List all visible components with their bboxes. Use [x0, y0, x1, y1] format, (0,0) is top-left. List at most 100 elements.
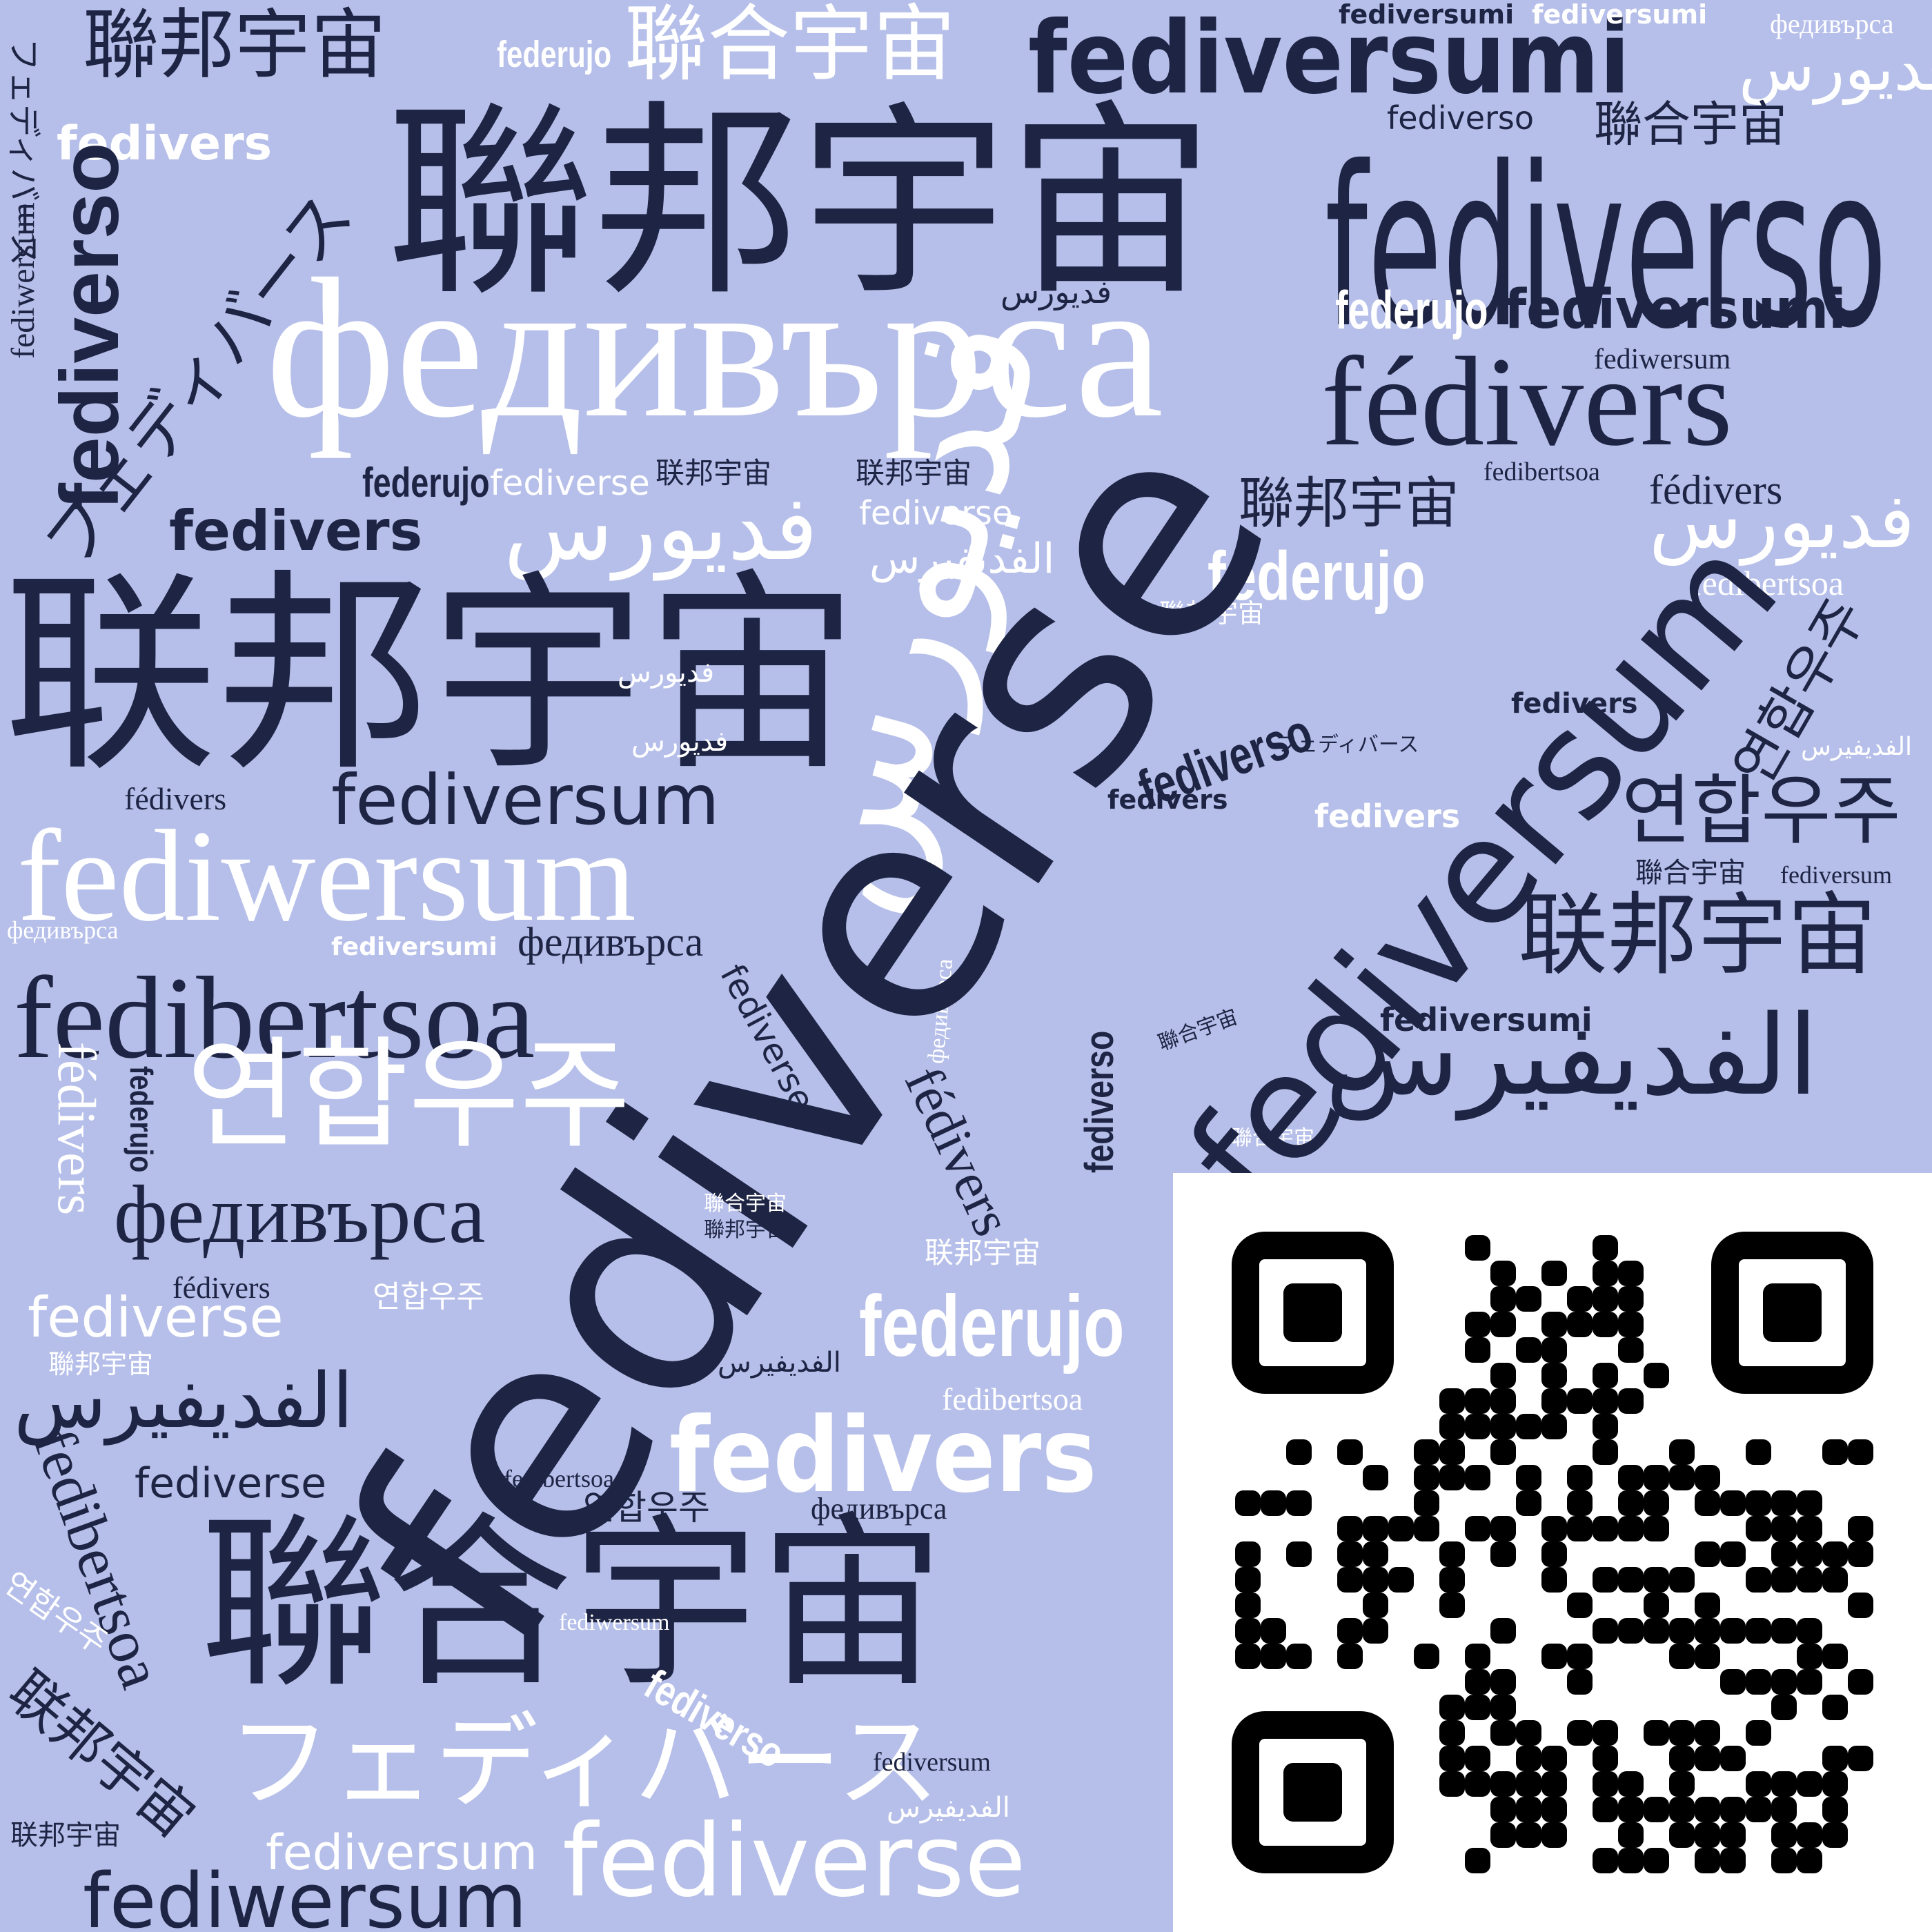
- word-federujo-right-mid: federujo: [1335, 279, 1488, 340]
- qr-code[interactable]: [1173, 1173, 1932, 1932]
- word-lianbang-simpl-light-small: 联邦宇宙: [925, 1236, 1041, 1270]
- qr-module: [1337, 1644, 1363, 1669]
- qr-module: [1414, 1465, 1439, 1490]
- qr-module: [1286, 1644, 1312, 1669]
- word-fedivers-bold-center1: fedivers: [1511, 688, 1638, 720]
- qr-module: [1541, 1541, 1567, 1567]
- qr-module: [1567, 1669, 1593, 1695]
- qr-module: [1618, 1490, 1644, 1516]
- qr-module: [1797, 1644, 1822, 1669]
- qr-module: [1593, 1720, 1618, 1746]
- qr-module: [1669, 1465, 1695, 1490]
- qr-module: [1235, 1490, 1261, 1516]
- qr-module: [1593, 1363, 1618, 1388]
- qr-module: [1644, 1720, 1669, 1746]
- qr-module: [1516, 1414, 1541, 1439]
- word-farsi-tr: فديورس: [1739, 32, 1932, 105]
- qr-module: [1490, 1797, 1516, 1822]
- qr-module: [1593, 1618, 1618, 1644]
- qr-module: [1618, 1771, 1644, 1797]
- word-fediversumi-tiny1: fediversumi: [1339, 0, 1515, 30]
- word-fedivursa-small-dark: федивърса: [811, 1492, 947, 1526]
- qr-module: [1567, 1286, 1593, 1312]
- qr-module: [1848, 1516, 1873, 1541]
- word-alfediverse-small-center: الفديفيرس: [718, 1347, 841, 1379]
- qr-module: [1746, 1720, 1771, 1746]
- qr-module: [1695, 1618, 1720, 1644]
- word-fediwersum-small-light: fediwersum: [559, 1610, 670, 1635]
- qr-module: [1746, 1669, 1771, 1695]
- qr-module: [1822, 1695, 1848, 1720]
- qr-module: [1720, 1797, 1746, 1822]
- qr-module: [1235, 1644, 1261, 1669]
- word-fediverse-mid-small: fediverse: [490, 463, 650, 503]
- word-fedibertsoa-right-light: fedibertsoa: [1690, 564, 1844, 602]
- word-lianbang-tiny-light-left: 聯邦宇宙: [48, 1349, 154, 1379]
- qr-module: [1695, 1746, 1720, 1771]
- word-fedivers-big-light: fedivers: [669, 1396, 1097, 1516]
- qr-module: [1618, 1312, 1644, 1337]
- word-lianhe-tiny-light: 聯合宇宙: [1232, 1126, 1314, 1150]
- qr-module: [1644, 1593, 1669, 1618]
- qr-module: [1541, 1644, 1567, 1669]
- qr-module: [1439, 1567, 1465, 1593]
- word-fediversum-left-mid: fediversum: [331, 760, 720, 840]
- qr-module: [1439, 1695, 1465, 1720]
- qr-module: [1822, 1822, 1848, 1848]
- word-fedivers-accent-big: fédivers: [1321, 331, 1733, 473]
- word-farsi-big-mid: فديورس: [504, 475, 818, 580]
- qr-module: [1593, 1439, 1618, 1465]
- qr-module: [1618, 1797, 1644, 1822]
- qr-module: [1771, 1797, 1797, 1822]
- qr-module: [1644, 1363, 1669, 1388]
- word-fediverse-bottom-light: fediverse: [562, 1803, 1026, 1920]
- qr-module: [1465, 1337, 1490, 1363]
- qr-module: [1541, 1337, 1567, 1363]
- word-federujo-big-light: federujo: [859, 1279, 1125, 1374]
- word-alfediverse-light-right: الفديفيرس: [1801, 733, 1912, 761]
- word-fediverse-left-light: fediverse: [28, 1285, 284, 1350]
- qr-module: [1465, 1644, 1490, 1669]
- qr-module: [1261, 1644, 1286, 1669]
- qr-module: [1337, 1567, 1363, 1593]
- word-lianhe-right-small: 聯合宇宙: [1594, 96, 1787, 152]
- qr-module: [1720, 1618, 1746, 1644]
- word-farsi-center-small: فديورس: [1000, 273, 1112, 310]
- qr-module: [1567, 1720, 1593, 1746]
- qr-module: [1363, 1516, 1388, 1541]
- qr-module: [1797, 1541, 1822, 1567]
- qr-module: [1771, 1669, 1797, 1695]
- qr-module: [1439, 1746, 1465, 1771]
- word-lianbang-simpl-big: 联邦宇宙: [3, 551, 859, 800]
- qr-module: [1669, 1644, 1695, 1669]
- qr-module: [1363, 1541, 1388, 1567]
- qr-module: [1644, 1465, 1669, 1490]
- qr-module: [1797, 1771, 1822, 1797]
- qr-module: [1490, 1286, 1516, 1312]
- word-fedibertsoa-light-right: fedibertsoa: [942, 1381, 1083, 1417]
- qr-module: [1644, 1567, 1669, 1593]
- qr-module: [1490, 1414, 1516, 1439]
- qr-module: [1669, 1797, 1695, 1822]
- word-korean-small-dark: 연합우주: [583, 1488, 710, 1528]
- qr-module: [1465, 1235, 1490, 1261]
- word-federujo-right-light: federujo: [1208, 538, 1426, 615]
- qr-module: [1414, 1439, 1439, 1465]
- word-korean-big-light: 연합우주: [186, 1025, 631, 1165]
- qr-module: [1516, 1490, 1541, 1516]
- qr-module: [1771, 1490, 1797, 1516]
- word-lianhe-big-bottom: 聯合宇宙: [200, 1495, 945, 1713]
- qr-module: [1797, 1516, 1822, 1541]
- qr-module: [1848, 1541, 1873, 1567]
- qr-module: [1261, 1618, 1286, 1644]
- word-fediverso-top: fediverso: [1387, 99, 1535, 137]
- word-lianbang-top: 聯邦宇宙: [83, 1, 386, 89]
- word-fediversum-small-dark: fediversum: [873, 1748, 991, 1777]
- word-fedivers-accent-right: fédivers: [1649, 467, 1783, 513]
- qr-module: [1771, 1771, 1797, 1797]
- qr-module: [1720, 1490, 1746, 1516]
- qr-module: [1490, 1720, 1516, 1746]
- word-alfediverse-left-big: الفديفيرس: [14, 1357, 353, 1445]
- qr-module: [1490, 1439, 1516, 1465]
- qr-module: [1746, 1771, 1771, 1797]
